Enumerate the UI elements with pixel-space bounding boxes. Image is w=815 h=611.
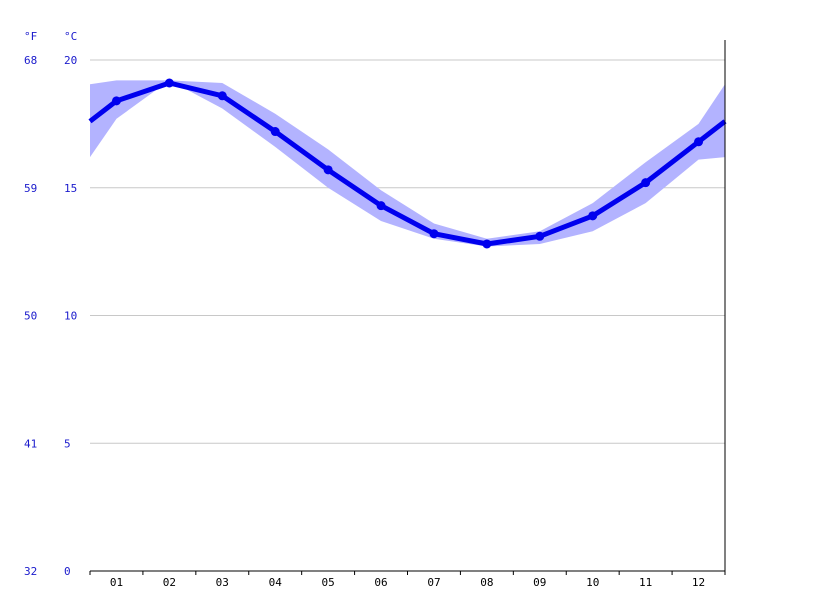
x-tick-09: 09: [533, 576, 546, 589]
y-tick-labels: 32 0 41 5 50 10 59 15 68 20: [24, 54, 77, 578]
y-tick-c-0: 0: [64, 565, 71, 578]
y-tick-f-41: 41: [24, 437, 37, 450]
data-points: [111, 78, 704, 249]
gridlines: [90, 59, 725, 444]
y-tick-f-68: 68: [24, 54, 37, 67]
x-tick-01: 01: [110, 576, 123, 589]
y-unit-celsius: °C: [64, 30, 77, 43]
series-path: [88, 80, 727, 247]
data-point-10: [588, 211, 598, 221]
x-tick-06: 06: [374, 576, 387, 589]
y-tick-c-15: 15: [64, 182, 77, 195]
y-tick-c-5: 5: [64, 437, 71, 450]
range-band: [90, 80, 725, 247]
series-line: [88, 80, 727, 247]
x-tick-05: 05: [322, 576, 335, 589]
data-point-06: [376, 201, 386, 211]
data-point-07: [429, 229, 439, 239]
y-tick-c-10: 10: [64, 310, 77, 323]
band-area: [90, 80, 725, 247]
data-point-02: [164, 78, 174, 88]
y-unit-fahrenheit: °F: [24, 30, 37, 43]
y-tick-f-59: 59: [24, 182, 37, 195]
y-tick-f-50: 50: [24, 310, 37, 323]
data-point-01: [111, 96, 121, 106]
x-tick-08: 08: [480, 576, 493, 589]
data-point-09: [535, 231, 545, 241]
data-point-12: [694, 137, 704, 147]
y-tick-c-20: 20: [64, 54, 77, 67]
x-tick-12: 12: [692, 576, 705, 589]
data-point-04: [270, 127, 280, 137]
x-tick-07: 07: [427, 576, 440, 589]
data-point-03: [217, 91, 227, 101]
x-tick-03: 03: [216, 576, 229, 589]
x-tick-04: 04: [269, 576, 283, 589]
axes: [89, 40, 726, 575]
x-tick-labels: 01 02 03 04 05 06 07 08 09 10 11 12: [110, 576, 705, 589]
data-point-11: [641, 178, 651, 188]
x-tick-11: 11: [639, 576, 652, 589]
data-point-08: [482, 239, 492, 249]
x-tick-10: 10: [586, 576, 599, 589]
y-tick-f-32: 32: [24, 565, 37, 578]
data-point-05: [323, 165, 333, 175]
x-tick-02: 02: [163, 576, 176, 589]
